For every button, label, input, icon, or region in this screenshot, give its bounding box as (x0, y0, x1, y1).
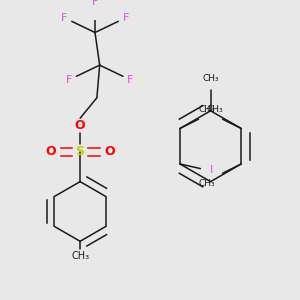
Text: CH₃: CH₃ (202, 74, 219, 83)
Text: F: F (92, 0, 98, 7)
Text: I: I (210, 166, 213, 176)
Text: F: F (127, 75, 134, 85)
Text: O: O (105, 145, 115, 158)
Text: CH₃: CH₃ (199, 105, 215, 114)
Text: F: F (61, 13, 68, 22)
Text: O: O (75, 119, 86, 132)
Text: CH₃: CH₃ (199, 179, 215, 188)
Text: F: F (66, 75, 72, 85)
Text: O: O (45, 145, 56, 158)
Text: CH₃: CH₃ (206, 105, 223, 114)
Text: CH₃: CH₃ (71, 251, 89, 261)
Text: S: S (76, 145, 85, 158)
Text: F: F (123, 13, 129, 22)
